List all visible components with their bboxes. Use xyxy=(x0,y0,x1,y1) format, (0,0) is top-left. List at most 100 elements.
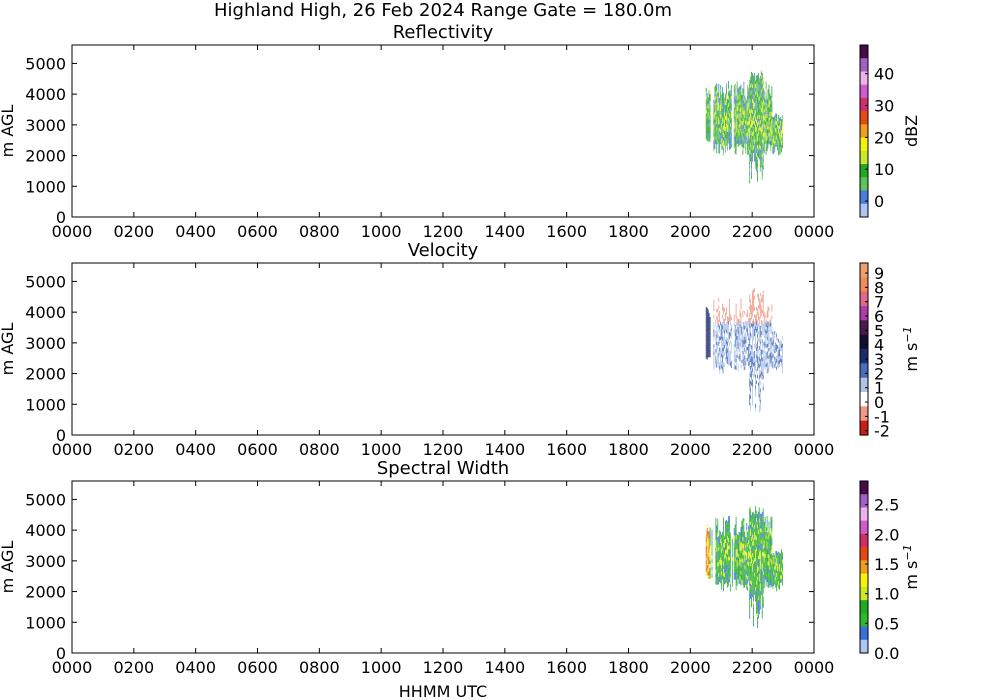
data-cell xyxy=(762,371,764,376)
data-cell xyxy=(720,579,722,584)
data-cell xyxy=(761,146,763,151)
data-cell xyxy=(736,88,738,93)
data-cell xyxy=(759,532,761,536)
data-cell xyxy=(717,360,719,364)
data-cell xyxy=(758,599,760,604)
data-cell xyxy=(729,351,731,355)
data-cell xyxy=(724,141,725,146)
data-cell xyxy=(774,363,776,368)
data-cell xyxy=(708,538,710,542)
data-cell xyxy=(782,118,783,123)
data-cell xyxy=(737,564,739,569)
data-cell xyxy=(761,581,763,586)
data-cell xyxy=(750,373,751,377)
data-cell xyxy=(719,559,721,564)
data-cell xyxy=(749,105,751,110)
data-cell xyxy=(752,124,753,129)
data-cell xyxy=(755,575,756,580)
data-cell xyxy=(738,580,740,584)
data-cell xyxy=(717,533,719,537)
data-cell xyxy=(766,132,768,137)
data-cell xyxy=(716,112,718,117)
data-cell xyxy=(750,576,751,581)
data-cell xyxy=(722,576,723,580)
data-cell xyxy=(739,324,741,329)
data-cell xyxy=(740,567,742,571)
data-cell xyxy=(753,611,754,616)
data-cell xyxy=(751,367,752,371)
data-cell xyxy=(721,361,723,365)
data-cell xyxy=(727,565,728,570)
data-cell xyxy=(717,529,719,534)
data-cell xyxy=(724,565,725,570)
data-cell xyxy=(770,532,772,536)
data-cell xyxy=(779,345,780,349)
data-cell xyxy=(767,565,769,569)
data-cell xyxy=(707,353,709,358)
data-cell xyxy=(760,126,762,131)
data-cell xyxy=(759,160,761,165)
data-cell xyxy=(775,558,777,562)
data-cell xyxy=(745,551,747,556)
data-cell xyxy=(708,353,710,358)
data-cell xyxy=(724,105,725,109)
colorbar-segment xyxy=(860,494,868,508)
data-cell xyxy=(719,366,721,370)
data-cell xyxy=(720,325,722,330)
data-cell xyxy=(739,342,741,347)
data-cell xyxy=(727,334,728,339)
data-cell xyxy=(739,543,741,547)
data-cell xyxy=(763,363,765,368)
data-cell xyxy=(731,546,733,550)
data-cell xyxy=(752,512,753,517)
data-cell xyxy=(706,341,708,345)
data-cell xyxy=(745,149,747,154)
data-cell xyxy=(713,299,715,304)
data-cell xyxy=(761,563,763,568)
data-cell xyxy=(713,107,715,111)
data-cell xyxy=(726,94,727,98)
data-cell xyxy=(760,565,762,570)
data-cell xyxy=(746,578,748,582)
data-cell xyxy=(717,562,719,567)
data-cell xyxy=(741,124,743,129)
data-cell xyxy=(768,355,770,359)
data-cell xyxy=(769,108,771,112)
data-cell xyxy=(758,386,759,390)
data-cell xyxy=(707,320,709,325)
data-cell xyxy=(745,566,747,571)
data-cell xyxy=(743,347,745,352)
data-cell xyxy=(716,338,718,342)
data-cell xyxy=(748,340,750,344)
data-cell xyxy=(707,568,709,572)
data-cell xyxy=(766,318,768,322)
data-cell xyxy=(761,368,763,373)
data-cell xyxy=(776,561,778,566)
data-cell xyxy=(780,336,781,340)
data-cell xyxy=(758,319,759,324)
data-cell xyxy=(782,556,783,560)
data-cell xyxy=(721,331,723,336)
data-cell xyxy=(750,98,751,103)
data-cell xyxy=(769,327,771,331)
data-cell xyxy=(715,114,717,119)
data-cell xyxy=(723,561,724,566)
data-cell xyxy=(735,355,737,359)
data-cell xyxy=(751,374,752,379)
data-cell xyxy=(724,352,725,356)
data-cell xyxy=(760,576,762,581)
data-cell xyxy=(754,536,755,540)
data-cell xyxy=(714,97,716,102)
data-cell xyxy=(746,563,748,568)
data-cell xyxy=(770,99,772,104)
colorbar-segment xyxy=(860,320,868,336)
data-cell xyxy=(729,127,730,132)
data-cell xyxy=(735,310,737,315)
data-cell xyxy=(749,313,751,317)
data-cell xyxy=(773,347,775,352)
data-cell xyxy=(745,146,747,150)
data-cell xyxy=(743,580,745,585)
data-cell xyxy=(705,564,707,568)
data-cell xyxy=(715,547,717,552)
data-cell xyxy=(758,533,759,538)
